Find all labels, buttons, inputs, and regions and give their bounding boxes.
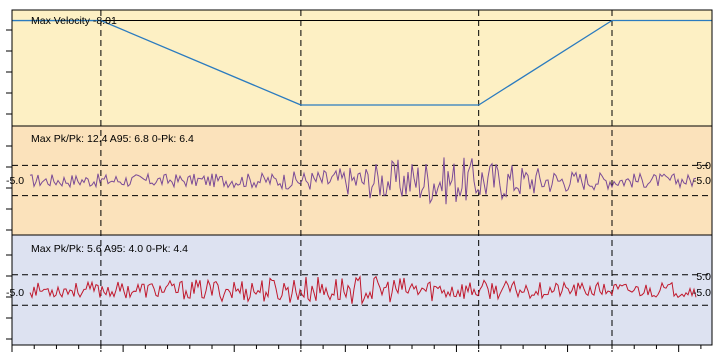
lateral-series-line	[29, 275, 697, 306]
panel-frames	[11, 9, 713, 346]
lateral-panel-title: Max Pk/Pk: 5.6 A95: 4.0 0-Pk: 4.4	[31, 243, 188, 255]
lateral-left-limit-label: -5.0	[6, 287, 24, 299]
velocity-panel-background	[12, 10, 712, 126]
axis-ticks	[6, 29, 702, 352]
limit-lines	[12, 164, 712, 306]
velocity-panel-title: Max Velocity -8.01	[31, 15, 117, 27]
vertical-lower-limit-label: -5.0	[693, 175, 711, 187]
vertical-left-limit-label: -5.0	[6, 175, 24, 187]
vertical-panel-title: Max Pk/Pk: 12.4 A95: 6.8 0-Pk: 6.4	[31, 133, 194, 145]
velocity-series-line	[11, 19, 712, 106]
vertical-series-line	[29, 157, 697, 205]
lateral-upper-limit-label: 5.0	[696, 271, 711, 283]
lateral-lower-limit-label: -5.0	[693, 287, 711, 299]
vertical-upper-limit-label: 5.0	[696, 160, 711, 172]
